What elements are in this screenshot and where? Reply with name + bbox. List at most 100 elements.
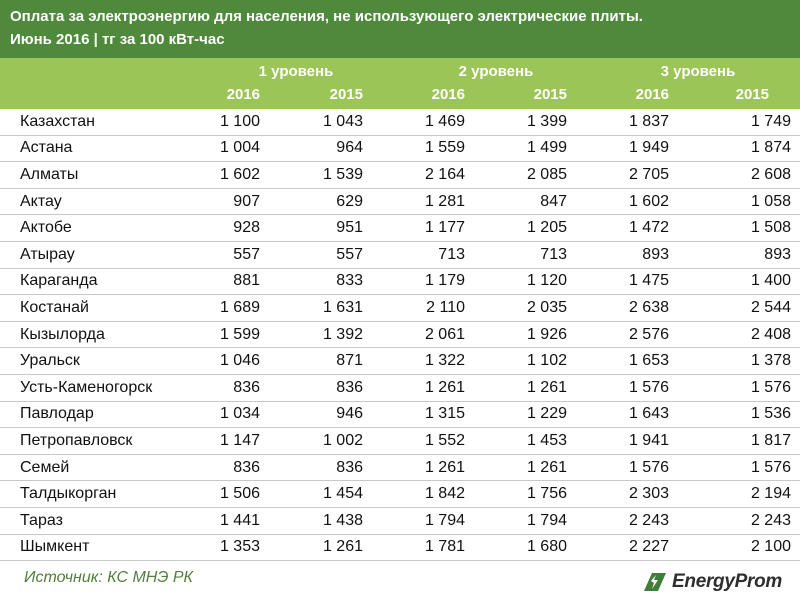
table-row: Тараз 1 441 1 438 1 794 1 794 2 243 2 243	[0, 507, 800, 535]
value-cell: 1 749	[678, 109, 800, 136]
value-cell: 893	[576, 241, 678, 269]
value-cell: 871	[269, 347, 372, 375]
value-cell: 713	[474, 241, 576, 269]
value-cell: 1 261	[474, 374, 576, 402]
value-cell: 1 004	[200, 135, 269, 163]
value-cell: 836	[200, 374, 269, 402]
value-cell: 2 243	[576, 507, 678, 535]
value-cell: 1 842	[372, 480, 474, 508]
value-cell: 2 243	[678, 507, 800, 535]
value-cell: 1 453	[474, 427, 576, 455]
column-header: 1 уровень 2 уровень 3 уровень 2016 2015 …	[0, 58, 800, 109]
logo-text: EnergyProm	[672, 571, 782, 593]
value-cell: 1 949	[576, 135, 678, 163]
table-row: Актобе 928 951 1 177 1 205 1 472 1 508	[0, 214, 800, 242]
value-cell: 1 441	[200, 507, 269, 535]
value-cell: 1 576	[576, 374, 678, 402]
city-cell: Актобе	[0, 214, 200, 242]
energyprom-logo: EnergyProm	[642, 567, 782, 597]
value-cell: 1 559	[372, 135, 474, 163]
value-cell: 964	[269, 135, 372, 163]
city-cell: Алматы	[0, 161, 200, 189]
value-cell: 1 680	[474, 534, 576, 562]
value-cell: 557	[200, 241, 269, 269]
value-cell: 1 454	[269, 480, 372, 508]
value-cell: 928	[200, 214, 269, 242]
value-cell: 1 576	[678, 374, 800, 402]
value-cell: 833	[269, 268, 372, 296]
value-cell: 1 552	[372, 427, 474, 455]
value-cell: 1 281	[372, 188, 474, 216]
value-cell: 836	[200, 454, 269, 482]
city-cell: Петропавловск	[0, 427, 200, 455]
value-cell: 1 499	[474, 135, 576, 163]
table-row: Кызылорда 1 599 1 392 2 061 1 926 2 576 2 408	[0, 321, 800, 349]
year-header: 2016	[431, 86, 465, 103]
value-cell: 1 756	[474, 480, 576, 508]
year-header-row: 2016 2015 2016 2015 2016 2015	[0, 86, 800, 106]
value-cell: 2 608	[678, 161, 800, 189]
value-cell: 2 544	[678, 294, 800, 322]
value-cell: 1 322	[372, 347, 474, 375]
value-cell: 1 874	[678, 135, 800, 163]
value-cell: 1 179	[372, 268, 474, 296]
table-title: Оплата за электроэнергию для населения, …	[10, 8, 643, 25]
value-cell: 1 781	[372, 534, 474, 562]
city-cell: Шымкент	[0, 534, 200, 562]
table-row: Семей 836 836 1 261 1 261 1 576 1 576	[0, 454, 800, 482]
value-cell: 1 643	[576, 401, 678, 429]
value-cell: 557	[269, 241, 372, 269]
value-cell: 1 536	[678, 401, 800, 429]
value-cell: 847	[474, 188, 576, 216]
value-cell: 881	[200, 268, 269, 296]
table-row: Уральск 1 046 871 1 322 1 102 1 653 1 378	[0, 347, 800, 375]
city-cell: Талдыкорган	[0, 480, 200, 508]
title-bar: Оплата за электроэнергию для населения, …	[0, 0, 800, 58]
value-cell: 1 177	[372, 214, 474, 242]
value-cell: 1 046	[200, 347, 269, 375]
value-cell: 836	[269, 454, 372, 482]
table-row: Шымкент 1 353 1 261 1 781 1 680 2 227 2 100	[0, 534, 800, 562]
level-3-header: 3 уровень	[660, 63, 736, 80]
value-cell: 1 817	[678, 427, 800, 455]
city-cell: Актау	[0, 188, 200, 216]
table-row: Петропавловск 1 147 1 002 1 552 1 453 1 941 1 …	[0, 427, 800, 455]
value-cell: 2 035	[474, 294, 576, 322]
city-cell: Астана	[0, 135, 200, 163]
value-cell: 2 408	[678, 321, 800, 349]
table-row: Атырау 557 557 713 713 893 893	[0, 241, 800, 269]
value-cell: 2 110	[372, 294, 474, 322]
value-cell: 1 261	[474, 454, 576, 482]
value-cell: 951	[269, 214, 372, 242]
city-cell: Костанай	[0, 294, 200, 322]
value-cell: 1 469	[372, 109, 474, 136]
value-cell: 2 164	[372, 161, 474, 189]
value-cell: 1 472	[576, 214, 678, 242]
value-cell: 1 794	[474, 507, 576, 535]
value-cell: 1 229	[474, 401, 576, 429]
table-row: Казахстан 1 100 1 043 1 469 1 399 1 837 1 749	[0, 109, 800, 136]
value-cell: 1 475	[576, 268, 678, 296]
value-cell: 1 653	[576, 347, 678, 375]
value-cell: 1 100	[200, 109, 269, 136]
value-cell: 2 638	[576, 294, 678, 322]
table-row: Усть-Каменогорск 836 836 1 261 1 261 1 576 1 5…	[0, 374, 800, 402]
value-cell: 893	[678, 241, 800, 269]
source-note: Источник: КС МНЭ РК	[24, 569, 193, 587]
value-cell: 2 061	[372, 321, 474, 349]
value-cell: 907	[200, 188, 269, 216]
value-cell: 946	[269, 401, 372, 429]
value-cell: 1 689	[200, 294, 269, 322]
year-header: 2015	[533, 86, 567, 103]
value-cell: 1 837	[576, 109, 678, 136]
year-header: 2016	[635, 86, 669, 103]
value-cell: 2 085	[474, 161, 576, 189]
value-cell: 1 926	[474, 321, 576, 349]
city-cell: Семей	[0, 454, 200, 482]
value-cell: 1 602	[200, 161, 269, 189]
year-header: 2015	[329, 86, 363, 103]
value-cell: 1 508	[678, 214, 800, 242]
value-cell: 1 576	[576, 454, 678, 482]
value-cell: 1 261	[372, 374, 474, 402]
city-cell: Усть-Каменогорск	[0, 374, 200, 402]
